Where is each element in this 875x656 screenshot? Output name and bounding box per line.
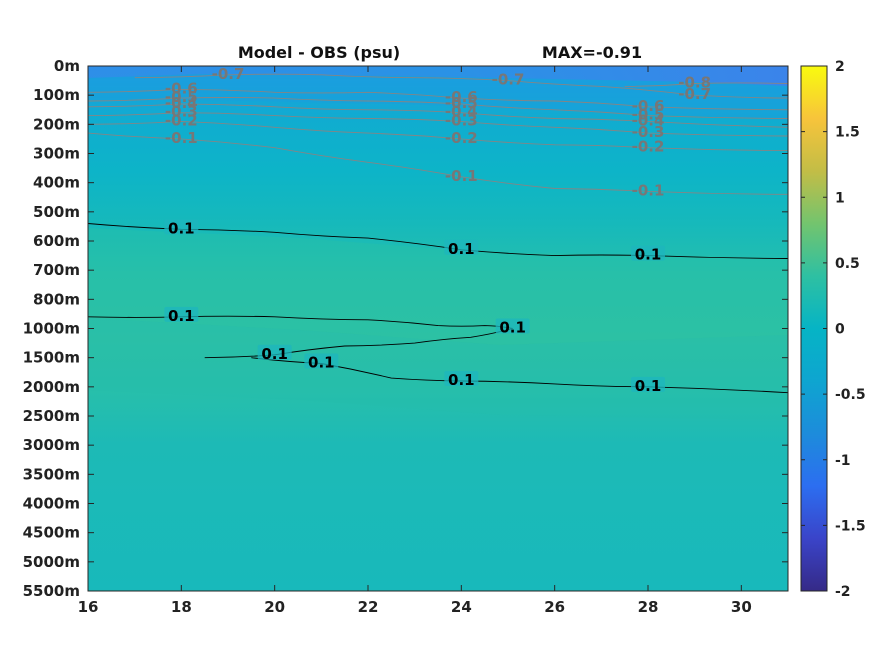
positive-contour-line (88, 315, 513, 359)
contour-label: -0.7 (492, 71, 525, 89)
contour-label: -0.2 (165, 111, 198, 129)
contour-label: -0.5 (632, 106, 665, 124)
x-tick-label: 16 (78, 598, 99, 616)
contour-label: 0.1 (168, 307, 195, 325)
colorbar-tick-label: -0.5 (835, 387, 866, 403)
contour-label-bg (495, 318, 530, 334)
y-tick-label: 1500m (23, 349, 80, 367)
colorbar-tick-label: -2 (835, 584, 851, 600)
contour-label: -0.5 (165, 88, 198, 106)
contour-label: -0.6 (632, 97, 665, 115)
y-tick-label: 200m (33, 115, 80, 133)
y-tick-label: 500m (33, 203, 80, 221)
negative-contour-line (88, 112, 788, 137)
chart-title: Model - OBS (psu) (238, 43, 400, 62)
colorbar-tick-label: -1.5 (835, 518, 866, 534)
contour-label: 0.1 (308, 354, 335, 372)
y-tick-label: 700m (33, 261, 80, 279)
surface-negative-band (88, 66, 788, 86)
negative-contour-line (134, 73, 788, 99)
contour-label-bg (164, 306, 199, 322)
colorbar-tick-label: 2 (835, 59, 845, 75)
mid-green-band (88, 228, 788, 345)
x-tick-label: 18 (171, 598, 192, 616)
chart-subtitle: MAX=-0.91 (542, 43, 642, 62)
contour-label: 0.1 (448, 240, 475, 258)
negative-contour-line (88, 88, 788, 111)
contour-label: -0.7 (678, 85, 711, 103)
field-background (88, 66, 788, 591)
y-tick-label: 2000m (23, 378, 80, 396)
contour-label: -0.7 (212, 65, 245, 83)
contour-label-bg (444, 239, 479, 255)
contour-label: -0.1 (632, 181, 665, 199)
y-tick-label: 5000m (23, 553, 80, 571)
y-tick-label: 300m (33, 145, 80, 163)
contour-label: 0.1 (635, 377, 662, 395)
x-tick-label: 24 (451, 598, 472, 616)
contour-label-bg (631, 245, 665, 261)
contour-label-bg (444, 371, 479, 386)
contour-label: 0.1 (261, 345, 288, 363)
contour-label: -0.1 (445, 167, 478, 185)
y-tick-label: 3000m (23, 436, 80, 454)
contour-label: 0.1 (499, 319, 526, 337)
contour-label-bg (304, 353, 339, 369)
x-axis: 16 18 20 22 24 26 28 30 (78, 66, 752, 616)
contour-label: -0.4 (165, 94, 198, 112)
y-tick-label: 400m (33, 174, 80, 192)
contour-label: -0.2 (445, 129, 478, 147)
y-tick-label: 0m (54, 57, 80, 75)
colorbar-tick-label: 1.5 (835, 125, 860, 141)
contour-label: 0.1 (168, 219, 195, 237)
negative-contour-line (88, 103, 788, 128)
negative-contour-line (624, 82, 788, 87)
contour-label: -0.1 (165, 129, 198, 147)
contour-label: -0.3 (165, 103, 198, 121)
contour-label: -0.2 (632, 138, 665, 156)
contour-label: -0.3 (445, 111, 478, 129)
contour-label: 0.1 (448, 371, 475, 389)
contour-label-bg (257, 344, 292, 360)
x-tick-label: 26 (544, 598, 565, 616)
colorbar-axis: 2 1.5 1 0.5 0 -0.5 -1 -1.5 -2 (801, 59, 866, 600)
y-tick-label: 3500m (23, 465, 80, 483)
contour-label: -0.4 (445, 103, 478, 121)
negative-contour-line (88, 132, 788, 195)
y-tick-label: 2500m (23, 407, 80, 425)
negative-contour-line (88, 120, 788, 152)
x-tick-label: 20 (264, 598, 285, 616)
x-tick-label: 30 (731, 598, 752, 616)
colorbar-tick-label: 0 (835, 322, 845, 338)
contour-label: 0.1 (635, 246, 662, 264)
contour-label: -0.6 (445, 88, 478, 106)
upper-blue-band (88, 74, 788, 120)
y-tick-label: 4000m (23, 495, 80, 513)
contour-label-bg (164, 219, 199, 235)
colorbar-tick-label: 0.5 (835, 256, 860, 272)
y-axis: 0m 100m 200m 300m 400m 500m 600m 700m 800m 1000m 1… (23, 57, 788, 600)
x-tick-label: 22 (358, 598, 379, 616)
y-tick-label: 100m (33, 86, 80, 104)
contour-label: -0.4 (632, 111, 665, 129)
contour-label-bg (631, 376, 665, 392)
contour-labels: -0.8-0.7 -0.7-0.7-0.6 -0.6 -0.6-0.5 -0.5-0.5… (164, 65, 711, 395)
contour-label: -0.3 (632, 123, 665, 141)
contour-label: -0.6 (165, 79, 198, 97)
negative-contour-line (88, 97, 788, 119)
y-tick-label: 600m (33, 232, 80, 250)
y-tick-label: 800m (33, 290, 80, 308)
plot-area (88, 66, 788, 591)
y-tick-label: 1000m (23, 320, 80, 338)
y-tick-label: 4500m (23, 524, 80, 542)
x-tick-label: 28 (638, 598, 659, 616)
contour-label: -0.5 (445, 94, 478, 112)
deep-green-band (88, 318, 788, 420)
colorbar-tick-label: 1 (835, 190, 845, 206)
colorbar-tick-label: -1 (835, 453, 851, 469)
y-tick-label: 5500m (23, 582, 80, 600)
contour-label: -0.8 (678, 74, 711, 92)
